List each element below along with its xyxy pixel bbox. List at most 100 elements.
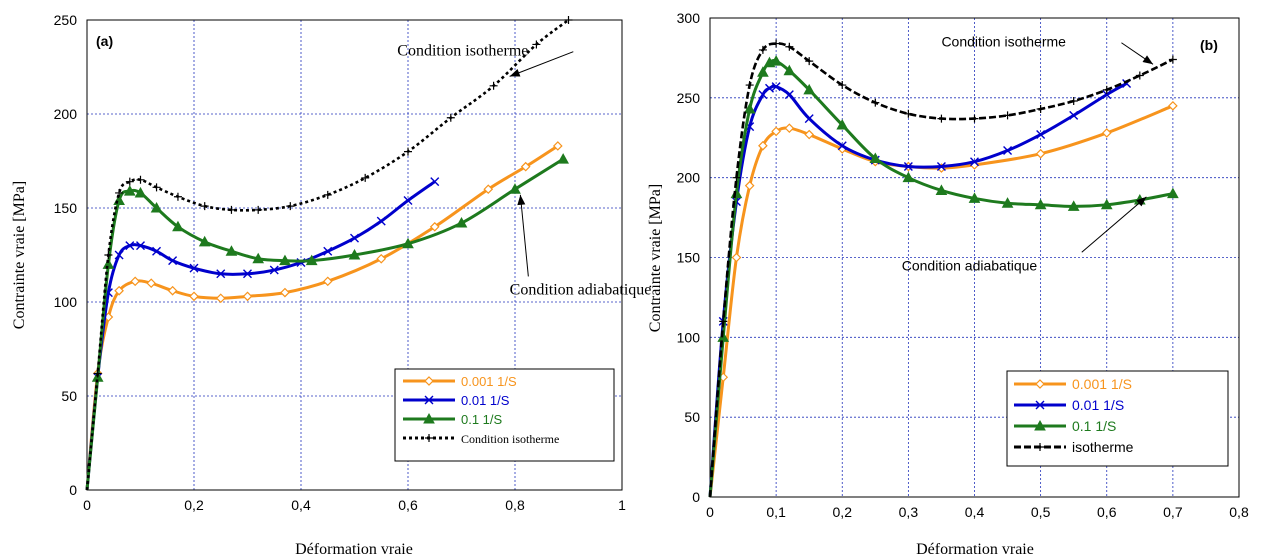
data-point <box>771 82 781 92</box>
data-point <box>744 180 755 191</box>
panel-label-a: (a) <box>96 33 113 49</box>
data-point <box>719 317 728 326</box>
x-tick-label: 0,8 <box>1229 504 1249 520</box>
y-tick-label: 200 <box>677 170 701 186</box>
x-tick-label: 0,2 <box>833 504 853 520</box>
tick-labels-b: 0 0,1 0,2 0,3 0,4 0,5 0,6 0,7 0,8 0 50 100 150 200 250… <box>677 10 1249 520</box>
data-point <box>150 201 163 213</box>
legend-label: 0.1 1/S <box>1072 418 1116 434</box>
data-point <box>765 83 775 93</box>
data-point <box>784 123 795 134</box>
data-point <box>172 220 184 232</box>
data-point <box>323 190 332 199</box>
series-group-a <box>85 16 573 491</box>
series-black <box>708 39 1177 498</box>
data-point <box>1034 198 1047 210</box>
data-point <box>136 241 145 251</box>
data-point <box>1168 55 1177 64</box>
annotation-label: Condition isotherme <box>397 43 528 60</box>
data-point <box>216 269 226 279</box>
data-point <box>803 83 816 95</box>
data-point <box>361 173 370 182</box>
data-point <box>243 269 252 279</box>
data-point <box>168 256 178 266</box>
data-point <box>838 81 847 90</box>
legend-b: 0.001 1/S 0.01 1/S 0.1 1/S isotherme <box>1006 370 1229 467</box>
annotation-arrow <box>519 194 529 277</box>
data-point <box>804 129 815 140</box>
data-point <box>836 118 849 130</box>
data-point <box>403 195 413 205</box>
y-tick-label: 0 <box>692 489 700 505</box>
legend-marker <box>425 434 433 442</box>
data-point <box>532 40 541 49</box>
x-tick-label: 0,3 <box>899 504 919 520</box>
panel-label-b: (b) <box>1200 37 1218 53</box>
data-point <box>215 293 226 304</box>
data-point <box>134 186 147 198</box>
data-point <box>376 216 386 226</box>
data-point <box>173 192 182 201</box>
legend-marker <box>424 376 434 386</box>
data-point <box>936 161 946 171</box>
y-tick-label: 50 <box>61 388 77 404</box>
x-tick-label: 0,4 <box>291 497 311 513</box>
data-point <box>837 141 847 151</box>
data-point <box>429 221 440 232</box>
legend-label: 0.01 1/S <box>461 393 510 408</box>
data-point <box>252 252 265 264</box>
legend-label: Condition isotherme <box>461 432 559 446</box>
data-point <box>784 90 794 100</box>
data-point <box>115 188 124 197</box>
chart-panel-b: 0 0,1 0,2 0,3 0,4 0,5 0,6 0,7 0,8 0 50 100 150 200 250… <box>647 10 1249 558</box>
data-point <box>745 81 754 90</box>
data-point <box>1167 187 1179 199</box>
x-tick-label: 0,1 <box>766 504 786 520</box>
data-point <box>200 202 209 211</box>
data-point <box>322 276 333 287</box>
legend-marker <box>1036 443 1044 451</box>
data-point <box>758 45 767 54</box>
data-point <box>1001 197 1014 208</box>
data-point <box>903 161 913 171</box>
annotation-label: Condition adiabatique <box>902 257 1038 273</box>
chart-panel-a: 0 0,2 0,4 0,6 0,8 1 0 50 100 150 200 250 (a) Condit… <box>11 12 651 558</box>
legend-marker <box>1035 400 1045 410</box>
data-point <box>564 16 573 24</box>
x-tick-label: 0,6 <box>398 497 418 513</box>
data-point <box>771 126 781 137</box>
x-tick-label: 0,2 <box>184 497 204 513</box>
arrow-head <box>1142 55 1154 65</box>
x-tick-label: 0,5 <box>1031 504 1051 520</box>
y-tick-label: 250 <box>54 12 78 28</box>
data-point <box>937 114 946 123</box>
data-point <box>446 113 455 122</box>
x-tick-label: 0,8 <box>505 497 525 513</box>
series-green <box>708 55 1179 498</box>
y-tick-label: 200 <box>54 106 78 122</box>
data-point <box>280 287 290 298</box>
y-axis-label-b: Contrainte vraie [MPa] <box>647 184 664 332</box>
data-point <box>483 184 494 195</box>
series-group-b <box>708 39 1179 498</box>
legend-label: 0.001 1/S <box>1072 376 1132 392</box>
data-point <box>104 251 113 259</box>
arrow-head <box>1136 196 1147 207</box>
data-point <box>189 291 199 302</box>
legend-marker <box>423 412 435 424</box>
data-point <box>557 153 569 164</box>
y-tick-label: 0 <box>69 482 77 498</box>
data-point <box>783 64 796 76</box>
annotations-a: Condition isotherme Condition adiabatique <box>397 43 651 299</box>
annotations-b: Condition isotherme Condition adiabatique <box>902 34 1154 273</box>
legend-marker <box>424 395 434 405</box>
data-point <box>305 254 318 266</box>
data-point <box>430 177 440 187</box>
annotation-arrow <box>1081 196 1147 253</box>
y-tick-label: 300 <box>677 10 701 26</box>
data-point <box>1168 100 1178 111</box>
y-axis-label-a: Contrainte vraie [MPa] <box>11 181 28 329</box>
annotation-label: Condition isotherme <box>941 34 1066 50</box>
data-point <box>376 253 387 264</box>
y-tick-label: 50 <box>684 409 700 425</box>
